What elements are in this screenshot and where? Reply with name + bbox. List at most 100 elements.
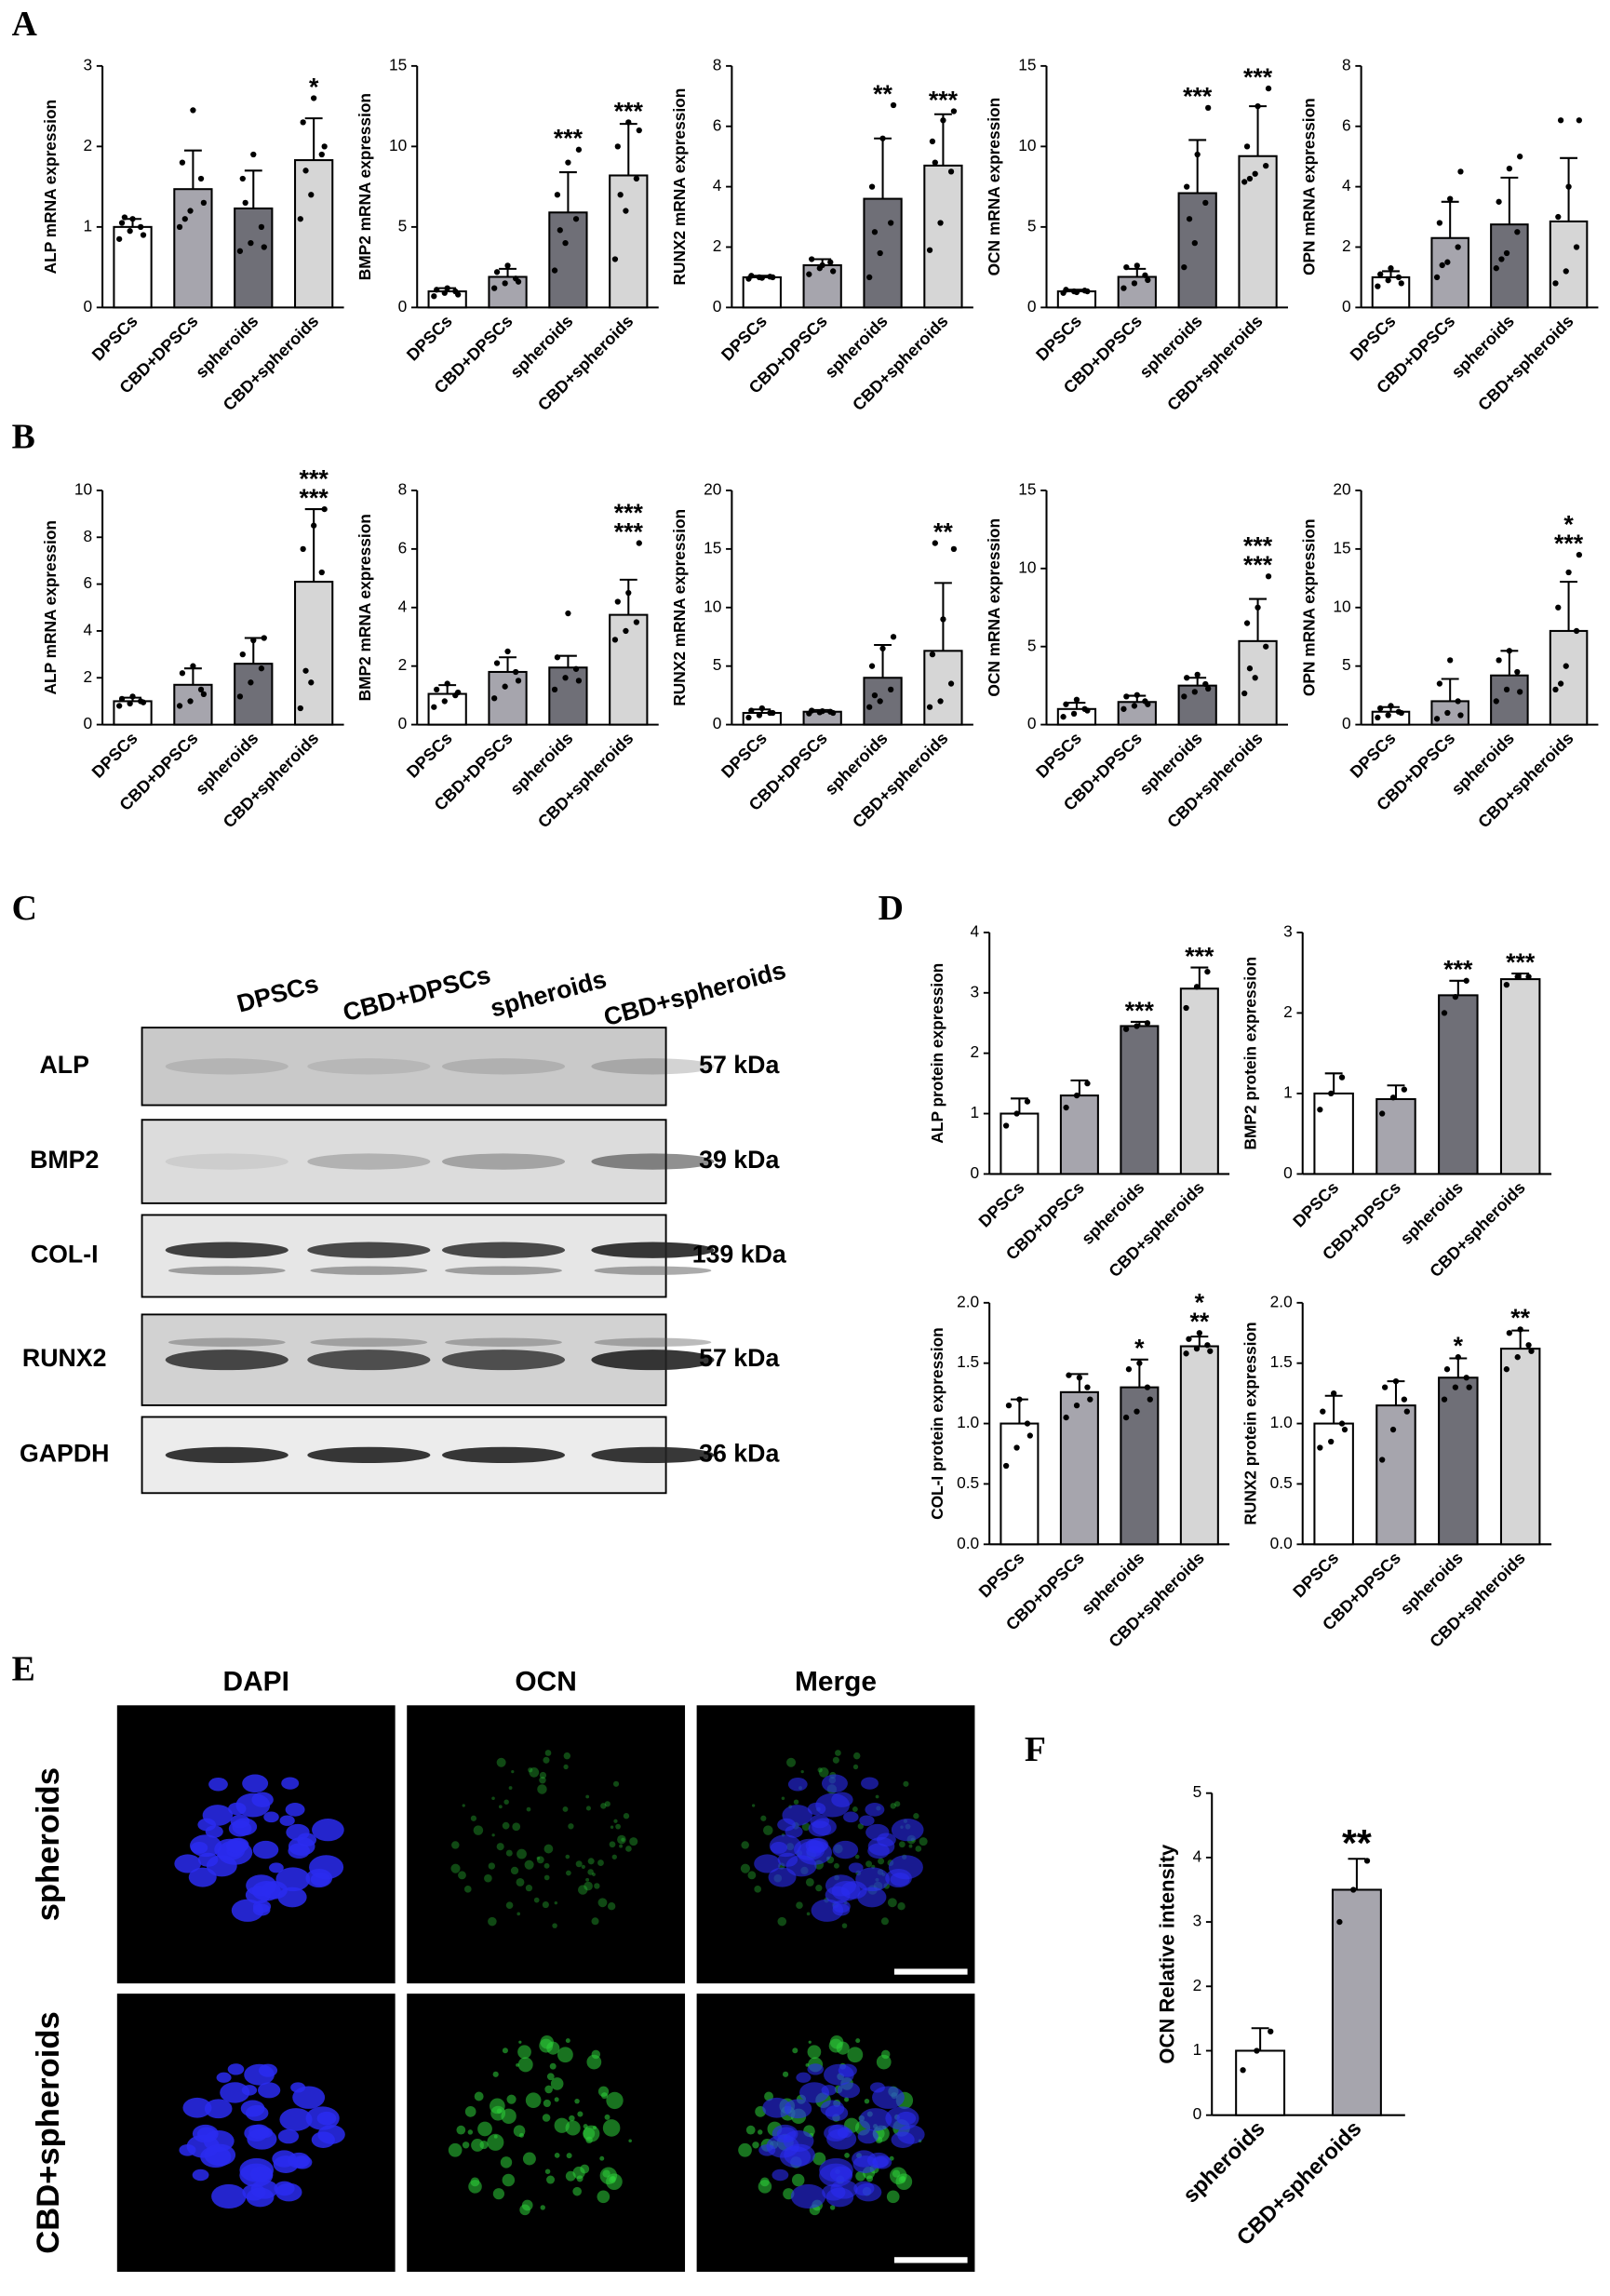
y-axis-label: OPN mRNA expression (1299, 98, 1318, 275)
error-bar (1348, 1858, 1366, 1890)
data-point (1557, 680, 1564, 687)
if-signal (549, 2062, 557, 2070)
panel-label: F (1025, 1730, 1046, 1769)
data-point (1436, 220, 1443, 226)
blot-band (441, 1058, 566, 1075)
bar (1000, 1422, 1040, 1546)
data-point (1525, 1342, 1532, 1349)
data-point (1193, 1345, 1201, 1352)
data-point (444, 285, 450, 291)
if-signal (471, 2139, 484, 2152)
data-point (127, 228, 133, 235)
if-signal (864, 2098, 870, 2104)
data-point (1498, 256, 1505, 262)
if-signal (518, 2040, 522, 2044)
error-bar (1070, 1079, 1089, 1096)
if-signal (517, 1912, 521, 1916)
bar (923, 164, 963, 309)
if-nucleus (769, 1834, 801, 1858)
if-signal (594, 1883, 600, 1889)
if-signal (836, 2041, 850, 2055)
blot-band (591, 1153, 715, 1170)
if-signal (517, 2045, 531, 2060)
y-tick-label: 2 (83, 136, 92, 154)
if-signal (487, 2133, 504, 2151)
if-nucleus (288, 1836, 315, 1856)
error-bar (499, 656, 517, 672)
if-signal (496, 2108, 503, 2114)
data-point (1576, 552, 1582, 558)
if-nucleus (857, 1886, 887, 1908)
if-signal (818, 1767, 829, 1778)
data-point (1063, 701, 1069, 707)
bar (1238, 639, 1278, 726)
if-nucleus (228, 1820, 252, 1837)
y-tick-label: 2 (1193, 1976, 1202, 1994)
data-point (1202, 680, 1209, 688)
data-point (129, 216, 136, 222)
data-point (1002, 1462, 1010, 1470)
y-tick-label: 15 (1018, 480, 1036, 499)
if-signal (829, 2205, 836, 2210)
if-signal (552, 1923, 557, 1928)
if-signal (612, 1780, 620, 1787)
data-point (1084, 1384, 1091, 1390)
error-bar (558, 654, 577, 668)
bar (1438, 994, 1479, 1175)
data-point (1514, 229, 1521, 235)
if-nucleus (189, 1834, 222, 1858)
data-point (1181, 693, 1187, 700)
data-point (1565, 183, 1572, 190)
data-point (248, 679, 254, 686)
data-point (1455, 698, 1461, 705)
data-point (623, 627, 629, 635)
y-tick-label: 5 (398, 216, 408, 235)
data-point (1196, 1330, 1202, 1336)
if-signal (450, 1863, 461, 1873)
data-point (1514, 1354, 1521, 1361)
data-point (1503, 981, 1510, 988)
if-signal (546, 2175, 556, 2184)
if-signal (467, 2129, 474, 2135)
if-signal (806, 1912, 811, 1916)
error-bar (1188, 139, 1207, 194)
data-point (1389, 1426, 1397, 1433)
y-tick-label: 2 (971, 1042, 980, 1061)
data-point (1087, 1396, 1093, 1403)
bar (1549, 220, 1589, 309)
if-signal (752, 2142, 759, 2149)
blot-protein-label: RUNX2 (22, 1344, 107, 1372)
if-signal (886, 2190, 900, 2204)
data-point (1401, 1086, 1408, 1093)
error-bar (1382, 270, 1400, 277)
data-point (1403, 1408, 1410, 1415)
if-image (407, 1994, 686, 2272)
data-point (1525, 973, 1532, 980)
y-tick-label: 5 (1027, 216, 1037, 235)
if-nucleus (890, 1873, 910, 1886)
if-nucleus (897, 2125, 925, 2144)
data-point (888, 686, 894, 692)
data-point (1240, 2067, 1246, 2074)
data-point (929, 651, 936, 658)
data-point (1457, 168, 1464, 175)
y-tick-label: 15 (1018, 55, 1036, 74)
if-nucleus (242, 1774, 269, 1793)
y-tick-label: 1 (971, 1103, 980, 1121)
y-tick-label: 2 (1342, 236, 1351, 255)
data-point (1452, 993, 1459, 1000)
data-point (200, 691, 208, 698)
if-nucleus (825, 1874, 857, 1897)
y-tick-label: 0 (1283, 1163, 1293, 1182)
data-point (1254, 102, 1261, 110)
if-nucleus (182, 2097, 212, 2118)
if-signal (757, 2129, 763, 2135)
significance: ** (873, 80, 892, 108)
data-point (809, 707, 815, 714)
bar (1179, 1345, 1219, 1546)
if-signal (506, 2094, 517, 2104)
blot-band (310, 1266, 428, 1275)
if-nucleus (798, 2082, 830, 2103)
if-signal (607, 1902, 616, 1911)
